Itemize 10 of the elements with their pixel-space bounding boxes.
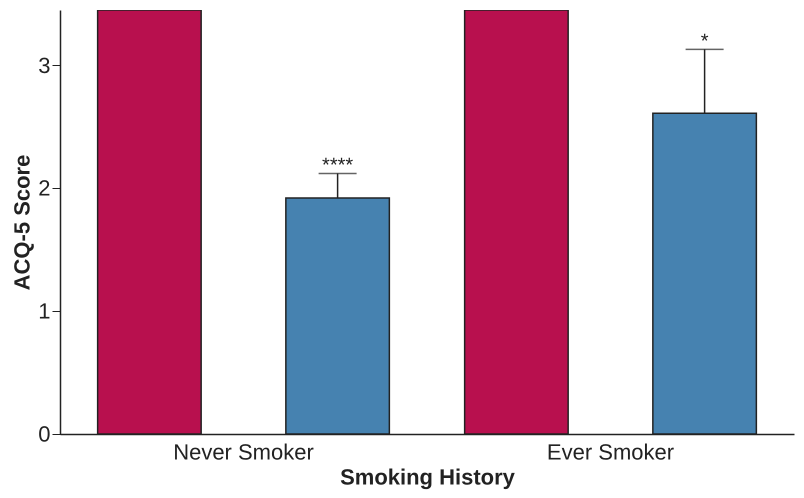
y-axis-title: ACQ-5 Score (9, 154, 34, 290)
x-tick-label: Ever Smoker (546, 440, 674, 464)
x-axis-title: Smoking History (340, 464, 516, 490)
y-tick-label: 2 (38, 176, 50, 201)
y-tick-label: 3 (38, 52, 50, 78)
y-tick-label: 0 (38, 422, 50, 446)
y-tick-label: 1 (38, 298, 50, 324)
annotation: **** (322, 154, 354, 176)
x-tick-label: Never Smoker (173, 440, 314, 464)
annotation: * (700, 30, 709, 52)
